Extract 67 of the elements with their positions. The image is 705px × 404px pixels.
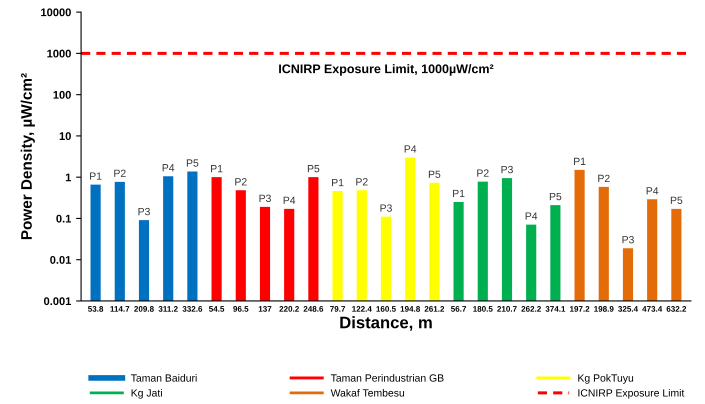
data-label: P5 [670, 196, 682, 204]
x-tick-label: 632.2 [666, 306, 686, 312]
data-label: P1 [574, 158, 586, 165]
data-label: P3 [622, 236, 634, 244]
y-tick-label: 10000 [41, 8, 71, 16]
x-tick-label: 325.4 [618, 306, 638, 312]
x-tick-label: 114.7 [110, 306, 130, 312]
data-label: P5 [308, 165, 320, 172]
x-tick-label: 194.8 [400, 306, 420, 312]
x-tick-label: 54.5 [209, 306, 224, 312]
x-tick-label: 122.4 [352, 306, 372, 312]
data-label: P5 [428, 170, 440, 178]
data-label: P5 [186, 159, 198, 167]
x-tick-label: 79.7 [330, 306, 346, 312]
data-label: P1 [90, 172, 102, 180]
x-tick-label: 332.6 [182, 306, 202, 312]
x-tick-label: 180.5 [473, 306, 493, 312]
legend-label: Kg Jati [132, 388, 162, 399]
legend-label: Taman Baiduri [130, 374, 197, 382]
data-label: P4 [284, 196, 296, 204]
data-label: P3 [380, 204, 392, 212]
data-label: P2 [477, 169, 489, 177]
data-label: P3 [501, 166, 513, 174]
legend-label: Wakaf Tembesu [330, 388, 404, 397]
y-tick-label: 100 [54, 90, 71, 99]
y-tick-label: 0.001 [44, 297, 72, 306]
x-axis-title: Distance, m [340, 316, 432, 331]
x-tick-label: 473.4 [642, 306, 662, 312]
data-label: P2 [235, 178, 247, 186]
data-label: P1 [332, 178, 344, 186]
data-label: P2 [598, 174, 610, 182]
data-label: P4 [646, 187, 658, 194]
legend-label: ICNIRP Exposure Limit [578, 388, 684, 399]
data-label: P4 [162, 164, 174, 172]
data-label: P1 [453, 190, 464, 198]
y-tick-label: 0.01 [50, 256, 72, 264]
data-label: P2 [114, 170, 126, 177]
y-tick-label: 1 [66, 174, 72, 182]
x-tick-label: 220.2 [279, 306, 299, 312]
x-tick-label: 311.2 [158, 306, 178, 312]
x-tick-label: 210.7 [497, 306, 517, 312]
legend-label: Kg PokTuyu [578, 374, 634, 384]
data-label: P3 [259, 194, 271, 202]
legend-label: Taman Perindustrian GB [330, 374, 444, 382]
x-tick-label: 96.5 [233, 306, 248, 312]
x-tick-label: 137 [258, 306, 272, 312]
y-tick-label: 1000 [47, 50, 71, 58]
x-tick-label: 198.9 [594, 306, 614, 312]
y-tick-label: 10 [60, 132, 71, 140]
x-tick-label: 248.6 [304, 306, 324, 312]
data-label: P5 [550, 192, 562, 200]
data-label: P1 [211, 165, 222, 172]
x-tick-label: 197.2 [570, 306, 590, 312]
annotation: ICNIRP Exposure Limit, 1000µW/cm² [279, 64, 494, 76]
x-tick-label: 374.1 [545, 306, 566, 312]
data-label: P3 [138, 208, 150, 216]
x-tick-label: 56.7 [450, 306, 466, 312]
y-axis-title: Power Density, µW/cm² [20, 73, 35, 240]
x-tick-label: 261.2 [424, 306, 444, 312]
data-label: P2 [356, 178, 368, 186]
data-label: P4 [526, 212, 538, 220]
x-tick-label: 160.5 [376, 306, 396, 312]
x-tick-label: 262.2 [521, 306, 541, 312]
x-tick-label: 53.8 [88, 306, 104, 312]
x-tick-label: 209.8 [134, 306, 154, 312]
y-tick-label: 0.1 [56, 214, 72, 223]
data-label: P4 [404, 145, 416, 153]
